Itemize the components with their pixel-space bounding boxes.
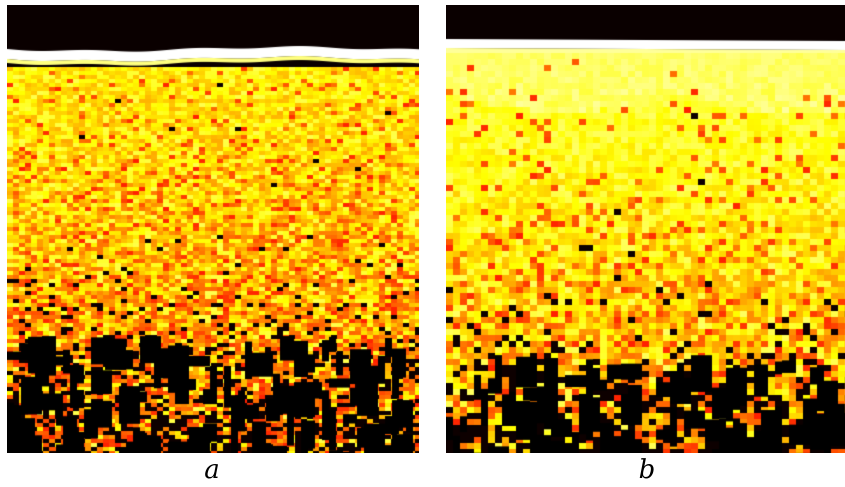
caption-b: b <box>638 455 656 485</box>
caption-a: a <box>204 455 220 485</box>
heatmap-canvas-a <box>7 5 419 453</box>
heatmap-canvas-b <box>446 5 845 453</box>
heatmap-panel-a <box>7 5 419 453</box>
heatmap-panel-b <box>446 5 845 453</box>
